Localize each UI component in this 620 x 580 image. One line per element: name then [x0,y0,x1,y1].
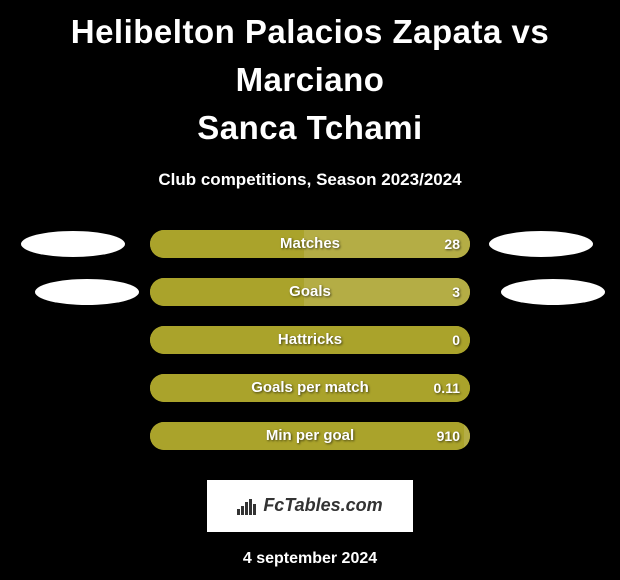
stat-row: Min per goal910 [15,422,605,450]
bar-value-right: 0.11 [434,374,460,402]
page-title: Helibelton Palacios Zapata vs Marciano S… [0,0,620,152]
bar-left-fill [150,326,470,354]
title-line-1: Helibelton Palacios Zapata vs Marciano [71,13,550,98]
bar-value-right: 910 [437,422,460,450]
stat-row: Hattricks0 [15,326,605,354]
bar-left-fill [150,374,470,402]
stat-row: Goals3 [15,278,605,306]
logo-box: FcTables.com [207,480,413,532]
title-line-2: Sanca Tchami [197,109,422,146]
player-right-oval [489,231,593,257]
player-left-oval [21,231,125,257]
logo-text: FcTables.com [263,495,382,516]
bar-track: Matches28 [150,230,470,258]
stat-row: Matches28 [15,230,605,258]
bar-track: Goals3 [150,278,470,306]
bar-left-fill [150,278,304,306]
stat-rows: Matches28 Goals3 Hattricks0 Goals per match… [0,230,620,450]
bar-track: Hattricks0 [150,326,470,354]
bars-icon [237,497,259,515]
subtitle: Club competitions, Season 2023/2024 [0,170,620,190]
bar-value-right: 28 [444,230,460,258]
footer-date: 4 september 2024 [0,550,620,568]
player-right-oval [501,279,605,305]
stat-row: Goals per match0.11 [15,374,605,402]
bar-right-fill [304,278,470,306]
bar-left-fill [150,422,464,450]
bar-track: Min per goal910 [150,422,470,450]
player-left-oval [35,279,139,305]
bar-value-right: 3 [452,278,460,306]
bar-left-fill [150,230,304,258]
bar-track: Goals per match0.11 [150,374,470,402]
bar-value-right: 0 [452,326,460,354]
bar-right-fill [464,422,470,450]
